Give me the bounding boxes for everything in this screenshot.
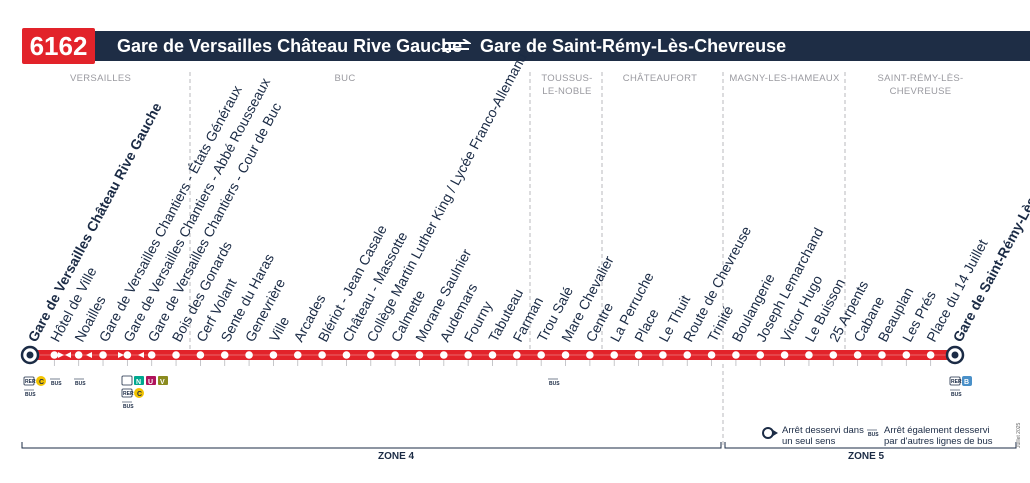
bus-tag: BUS <box>123 404 134 410</box>
terminus-stop-dot <box>951 351 959 359</box>
legend-one-way-arrow-icon <box>773 430 778 436</box>
bus-tag: BUS <box>25 392 36 398</box>
stop-marker <box>878 351 886 359</box>
labels-layer: Gare de Versailles Château Rive GaucheHô… <box>25 50 1030 344</box>
route-destination: Gare de Saint-Rémy-Lès-Chevreuse <box>480 36 787 56</box>
legend-stop-icon <box>762 427 774 439</box>
stop-marker <box>50 351 59 359</box>
stop-marker <box>853 351 862 359</box>
stop-marker <box>342 351 351 359</box>
rer-label: RER <box>25 379 36 385</box>
stop-marker <box>732 351 740 359</box>
stop-marker <box>74 351 83 359</box>
stop-marker <box>780 351 789 359</box>
legend-one-way-text: Arrêt desservi dans un seul sens <box>782 425 864 447</box>
legend: BUS <box>762 427 879 439</box>
rer-icon <box>949 376 961 386</box>
stop-marker <box>488 351 497 359</box>
stop-marker <box>318 351 326 359</box>
stop-marker <box>123 351 132 359</box>
rer-label: RER <box>123 391 134 397</box>
stop-marker <box>391 351 399 359</box>
one-way-arrow-icon <box>118 352 124 358</box>
zone5-label: ZONE 5 <box>848 451 885 462</box>
transilien-n-icon <box>134 376 144 385</box>
rer-c-label: C <box>137 391 142 398</box>
transilien-v-icon <box>158 376 168 385</box>
stop-marker <box>366 351 375 359</box>
rer-c-icon <box>36 376 46 386</box>
transilien-u-icon <box>146 376 156 385</box>
stop-marker <box>147 351 156 359</box>
commune-label: VERSAILLES <box>70 73 132 84</box>
one-way-arrow-icon <box>58 352 64 358</box>
zone-brackets <box>21 442 1017 449</box>
date-note: Juillet 2025 <box>1016 422 1022 448</box>
stop-marker <box>269 351 278 359</box>
rer-label: RER <box>951 379 962 385</box>
bus-tag: BUS <box>549 381 560 387</box>
terminus-stop-dot <box>26 351 34 359</box>
one-way-markers <box>58 352 144 358</box>
zone4-label: ZONE 4 <box>378 451 415 462</box>
rer-c-label: C <box>39 379 44 386</box>
stop-marker <box>537 351 545 359</box>
legend-other-bus-text: Arrêt également desservi par d'autres li… <box>884 425 993 447</box>
route-header: 6162 Gare de Versailles Château Rive Gau… <box>22 28 1030 64</box>
stop-marker <box>829 351 838 359</box>
transilien-n-label: N <box>136 379 141 386</box>
connections: RER C BUS BUS BUS N U V RER C BUS BUS RE… <box>23 375 972 410</box>
bus-tag: BUS <box>75 381 86 387</box>
zone4-bracket <box>21 442 722 449</box>
stop-marker <box>440 351 448 359</box>
transilien-u-label: U <box>148 379 153 386</box>
rer-c-icon <box>134 388 144 398</box>
one-way-arrow-icon <box>138 352 144 358</box>
terminus-stop-label: Gare de Saint-Rémy-Lès-Chevreuse <box>950 126 1030 344</box>
stop-marker <box>245 351 253 359</box>
stop-marker <box>926 351 935 359</box>
stop-marker <box>659 351 667 359</box>
stop-marker <box>196 351 205 359</box>
train-icon <box>121 375 133 386</box>
one-way-arrow-icon <box>86 352 92 358</box>
stop-marker <box>610 351 619 359</box>
stop-marker <box>415 351 424 359</box>
stop-marker <box>293 351 302 359</box>
line-number-badge: 6162 <box>22 28 95 64</box>
rer-icon <box>121 388 133 398</box>
rer-b-icon <box>962 376 972 386</box>
route-origin: Gare de Versailles Château Rive Gauche <box>117 36 463 56</box>
bus-tag: BUS <box>951 392 962 398</box>
stop-marker <box>683 351 692 359</box>
stop-marker <box>707 351 716 359</box>
bus-tag: BUS <box>51 381 62 387</box>
transilien-v-label: V <box>160 379 165 386</box>
stop-marker <box>220 351 229 359</box>
commune-label: SAINT-RÉMY-LÈS-CHEVREUSE <box>877 73 964 97</box>
stop-marker <box>586 351 594 359</box>
stop-marker <box>464 351 472 359</box>
stop-marker <box>805 351 813 359</box>
zone5-bracket <box>724 442 1017 449</box>
commune-label: TOUSSUS- LE-NOBLE <box>541 73 593 97</box>
rer-b-label: B <box>964 379 969 386</box>
stop-marker <box>513 351 521 359</box>
commune-label: MAGNY-LES-HAMEAUX <box>729 73 840 84</box>
legend-bus-tag: BUS <box>868 432 879 438</box>
stop-marker <box>756 351 765 359</box>
rer-icon <box>23 376 35 386</box>
stop-marker <box>172 351 180 359</box>
commune-label: BUC <box>334 73 356 84</box>
stop-marker <box>561 351 570 359</box>
bidirectional-arrow-icon <box>441 39 471 53</box>
stop-marker <box>99 351 107 359</box>
stop-marker <box>902 351 911 359</box>
one-way-arrow-icon <box>65 352 71 358</box>
stop-marker <box>634 351 643 359</box>
commune-label: CHÂTEAUFORT <box>622 73 698 84</box>
stops-layer <box>20 345 965 366</box>
stop-label: Ville <box>266 314 293 345</box>
